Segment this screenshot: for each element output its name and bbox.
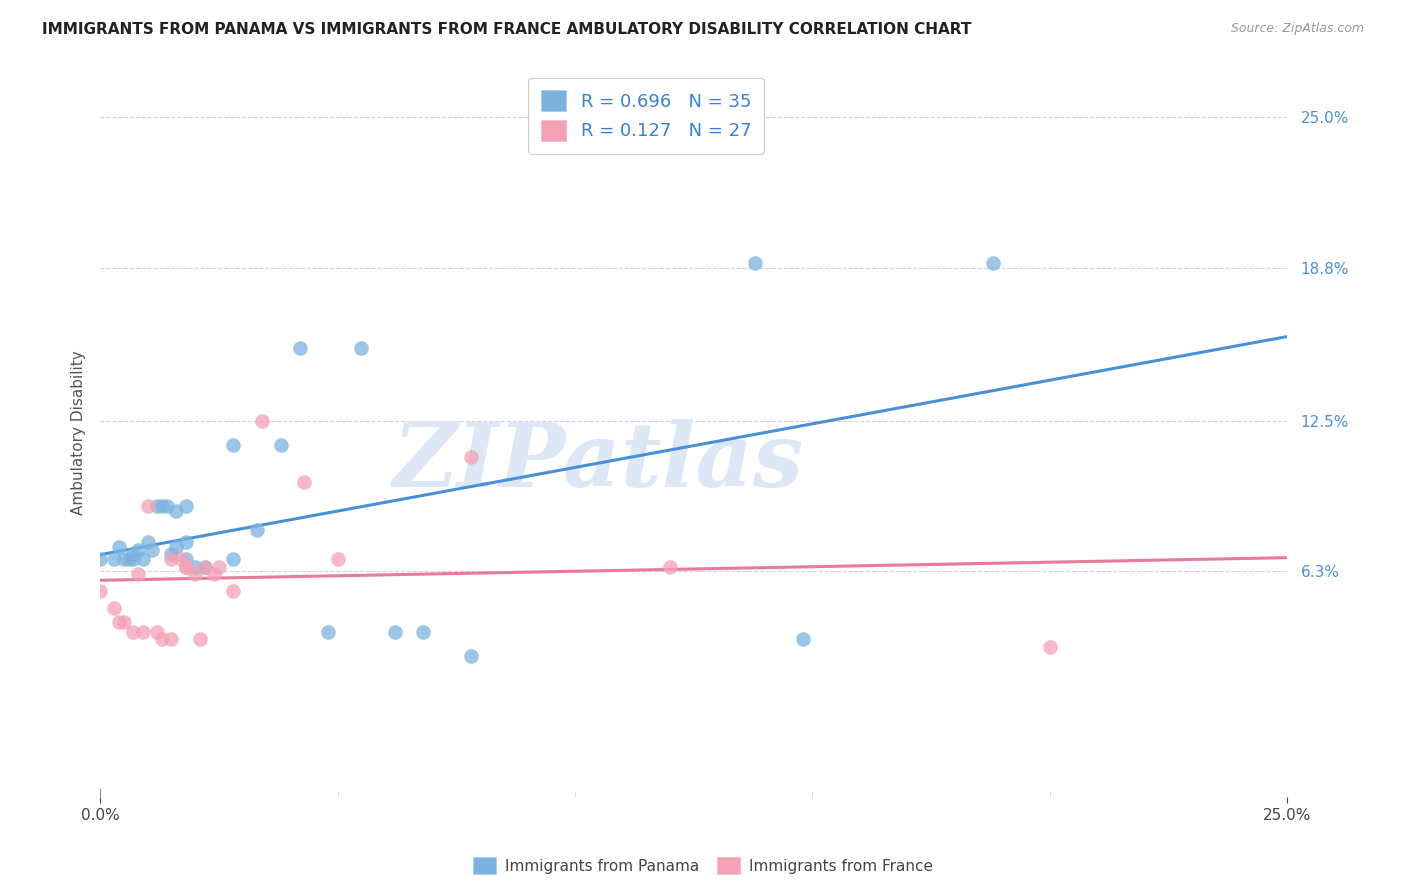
- Point: [792, 632, 814, 647]
- Point: [112, 615, 135, 630]
- Point: [222, 583, 245, 598]
- Point: [89, 552, 111, 566]
- Point: [208, 559, 231, 574]
- Point: [174, 535, 197, 549]
- Legend: Immigrants from Panama, Immigrants from France: Immigrants from Panama, Immigrants from …: [467, 851, 939, 880]
- Point: [165, 504, 187, 518]
- Point: [108, 615, 131, 630]
- Text: IMMIGRANTS FROM PANAMA VS IMMIGRANTS FROM FRANCE AMBULATORY DISABILITY CORRELATI: IMMIGRANTS FROM PANAMA VS IMMIGRANTS FRO…: [42, 22, 972, 37]
- Point: [326, 552, 349, 566]
- Point: [117, 552, 139, 566]
- Point: [184, 566, 207, 581]
- Text: ZIPatlas: ZIPatlas: [394, 419, 804, 506]
- Point: [132, 625, 155, 640]
- Point: [122, 552, 145, 566]
- Y-axis label: Ambulatory Disability: Ambulatory Disability: [72, 351, 86, 516]
- Point: [460, 649, 482, 664]
- Point: [170, 552, 193, 566]
- Point: [150, 632, 173, 647]
- Point: [160, 548, 183, 562]
- Point: [658, 559, 681, 574]
- Point: [981, 256, 1004, 270]
- Point: [1039, 640, 1062, 654]
- Point: [250, 414, 273, 428]
- Point: [112, 552, 135, 566]
- Point: [202, 566, 225, 581]
- Point: [122, 548, 145, 562]
- Point: [384, 625, 406, 640]
- Point: [222, 438, 245, 452]
- Point: [292, 475, 315, 489]
- Point: [460, 450, 482, 465]
- Point: [160, 552, 183, 566]
- Point: [194, 559, 217, 574]
- Point: [136, 535, 159, 549]
- Point: [174, 559, 197, 574]
- Point: [155, 499, 177, 513]
- Point: [744, 256, 766, 270]
- Point: [146, 625, 169, 640]
- Point: [103, 600, 125, 615]
- Legend: R = 0.696   N = 35, R = 0.127   N = 27: R = 0.696 N = 35, R = 0.127 N = 27: [529, 78, 763, 153]
- Point: [127, 542, 149, 557]
- Point: [174, 552, 197, 566]
- Point: [350, 341, 373, 355]
- Text: Source: ZipAtlas.com: Source: ZipAtlas.com: [1230, 22, 1364, 36]
- Point: [141, 542, 163, 557]
- Point: [108, 540, 131, 554]
- Point: [150, 499, 173, 513]
- Point: [165, 540, 187, 554]
- Point: [132, 552, 155, 566]
- Point: [103, 552, 125, 566]
- Point: [174, 499, 197, 513]
- Point: [288, 341, 311, 355]
- Point: [412, 625, 434, 640]
- Point: [174, 559, 197, 574]
- Point: [316, 625, 339, 640]
- Point: [146, 499, 169, 513]
- Point: [270, 438, 292, 452]
- Point: [160, 632, 183, 647]
- Point: [246, 523, 269, 537]
- Point: [136, 499, 159, 513]
- Point: [188, 632, 211, 647]
- Point: [194, 559, 217, 574]
- Point: [89, 583, 111, 598]
- Point: [184, 559, 207, 574]
- Point: [127, 566, 149, 581]
- Point: [222, 552, 245, 566]
- Point: [122, 625, 145, 640]
